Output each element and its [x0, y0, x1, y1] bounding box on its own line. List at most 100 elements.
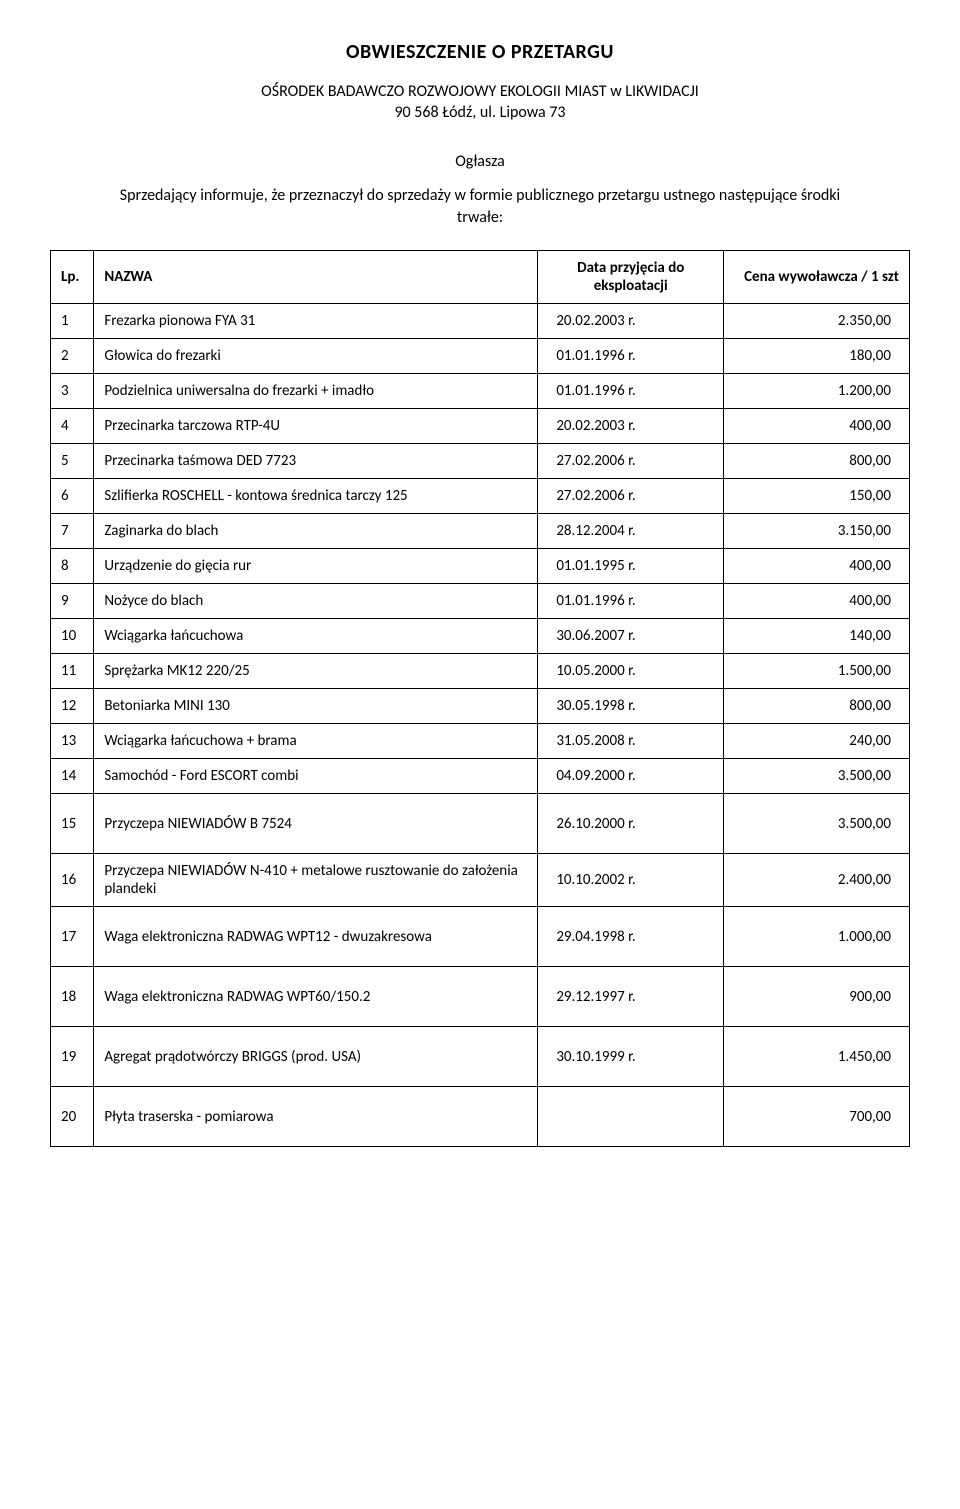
cell-price: 800,00 [724, 444, 910, 479]
cell-lp: 3 [51, 374, 94, 409]
table-row: 3Podzielnica uniwersalna do frezarki + i… [51, 374, 910, 409]
cell-lp: 6 [51, 479, 94, 514]
cell-lp: 8 [51, 549, 94, 584]
cell-date: 20.02.2003 r. [538, 304, 724, 339]
cell-name: Przecinarka tarczowa RTP-4U [94, 409, 538, 444]
table-row: 2Głowica do frezarki01.01.1996 r.180,00 [51, 339, 910, 374]
cell-name: Przyczepa NIEWIADÓW N-410 + metalowe rus… [94, 854, 538, 907]
cell-price: 400,00 [724, 584, 910, 619]
cell-lp: 14 [51, 759, 94, 794]
cell-price: 1.500,00 [724, 654, 910, 689]
cell-name: Nożyce do blach [94, 584, 538, 619]
table-row: 13Wciągarka łańcuchowa + brama31.05.2008… [51, 724, 910, 759]
cell-price: 2.400,00 [724, 854, 910, 907]
cell-lp: 13 [51, 724, 94, 759]
cell-date: 27.02.2006 r. [538, 444, 724, 479]
cell-date: 01.01.1996 r. [538, 584, 724, 619]
cell-price: 240,00 [724, 724, 910, 759]
cell-name: Podzielnica uniwersalna do frezarki + im… [94, 374, 538, 409]
cell-price: 2.350,00 [724, 304, 910, 339]
cell-date [538, 1087, 724, 1147]
cell-name: Przecinarka taśmowa DED 7723 [94, 444, 538, 479]
cell-name: Agregat prądotwórczy BRIGGS (prod. USA) [94, 1027, 538, 1087]
table-row: 9Nożyce do blach01.01.1996 r.400,00 [51, 584, 910, 619]
col-date: Data przyjęcia do eksploatacji [538, 251, 724, 304]
table-row: 14Samochód - Ford ESCORT combi04.09.2000… [51, 759, 910, 794]
table-row: 5Przecinarka taśmowa DED 772327.02.2006 … [51, 444, 910, 479]
table-row: 6Szlifierka ROSCHELL - kontowa średnica … [51, 479, 910, 514]
cell-name: Przyczepa NIEWIADÓW B 7524 [94, 794, 538, 854]
table-row: 4Przecinarka tarczowa RTP-4U20.02.2003 r… [51, 409, 910, 444]
table-row: 20Płyta traserska - pomiarowa 700,00 [51, 1087, 910, 1147]
cell-lp: 19 [51, 1027, 94, 1087]
table-row: 12Betoniarka MINI 13030.05.1998 r.800,00 [51, 689, 910, 724]
cell-date: 10.10.2002 r. [538, 854, 724, 907]
table-row: 19Agregat prądotwórczy BRIGGS (prod. USA… [51, 1027, 910, 1087]
table-row: 17Waga elektroniczna RADWAG WPT12 - dwuz… [51, 907, 910, 967]
table-row: 15Przyczepa NIEWIADÓW B 752426.10.2000 r… [51, 794, 910, 854]
table-row: 16Przyczepa NIEWIADÓW N-410 + metalowe r… [51, 854, 910, 907]
cell-lp: 1 [51, 304, 94, 339]
table-row: 10Wciągarka łańcuchowa30.06.2007 r.140,0… [51, 619, 910, 654]
cell-price: 800,00 [724, 689, 910, 724]
cell-lp: 2 [51, 339, 94, 374]
cell-name: Urządzenie do gięcia rur [94, 549, 538, 584]
cell-name: Sprężarka MK12 220/25 [94, 654, 538, 689]
items-table: Lp. NAZWA Data przyjęcia do eksploatacji… [50, 250, 910, 1147]
cell-lp: 10 [51, 619, 94, 654]
table-row: 7Zaginarka do blach28.12.2004 r.3.150,00 [51, 514, 910, 549]
cell-lp: 15 [51, 794, 94, 854]
cell-name: Frezarka pionowa FYA 31 [94, 304, 538, 339]
col-lp: Lp. [51, 251, 94, 304]
cell-price: 180,00 [724, 339, 910, 374]
cell-lp: 4 [51, 409, 94, 444]
cell-price: 3.500,00 [724, 759, 910, 794]
cell-name: Wciągarka łańcuchowa + brama [94, 724, 538, 759]
table-row: 11Sprężarka MK12 220/2510.05.2000 r.1.50… [51, 654, 910, 689]
intro-paragraph: Sprzedający informuje, że przeznaczył do… [50, 185, 910, 228]
cell-date: 28.12.2004 r. [538, 514, 724, 549]
cell-price: 400,00 [724, 409, 910, 444]
cell-date: 26.10.2000 r. [538, 794, 724, 854]
table-row: 18Waga elektroniczna RADWAG WPT60/150.22… [51, 967, 910, 1027]
cell-date: 27.02.2006 r. [538, 479, 724, 514]
col-name: NAZWA [94, 251, 538, 304]
cell-date: 10.05.2000 r. [538, 654, 724, 689]
cell-price: 700,00 [724, 1087, 910, 1147]
cell-name: Zaginarka do blach [94, 514, 538, 549]
cell-date: 29.04.1998 r. [538, 907, 724, 967]
table-header-row: Lp. NAZWA Data przyjęcia do eksploatacji… [51, 251, 910, 304]
cell-date: 30.05.1998 r. [538, 689, 724, 724]
cell-name: Płyta traserska - pomiarowa [94, 1087, 538, 1147]
cell-date: 01.01.1996 r. [538, 339, 724, 374]
cell-lp: 18 [51, 967, 94, 1027]
cell-lp: 9 [51, 584, 94, 619]
cell-date: 29.12.1997 r. [538, 967, 724, 1027]
org-name: OŚRODEK BADAWCZO ROZWOJOWY EKOLOGII MIAS… [50, 82, 910, 101]
cell-lp: 16 [51, 854, 94, 907]
cell-date: 31.05.2008 r. [538, 724, 724, 759]
cell-name: Waga elektroniczna RADWAG WPT12 - dwuzak… [94, 907, 538, 967]
col-price: Cena wywoławcza / 1 szt [724, 251, 910, 304]
cell-price: 1.000,00 [724, 907, 910, 967]
table-row: 1Frezarka pionowa FYA 3120.02.2003 r.2.3… [51, 304, 910, 339]
cell-lp: 20 [51, 1087, 94, 1147]
cell-date: 20.02.2003 r. [538, 409, 724, 444]
cell-date: 01.01.1995 r. [538, 549, 724, 584]
cell-price: 150,00 [724, 479, 910, 514]
cell-name: Samochód - Ford ESCORT combi [94, 759, 538, 794]
table-body: 1Frezarka pionowa FYA 3120.02.2003 r.2.3… [51, 304, 910, 1147]
intro-block: Ogłasza Sprzedający informuje, że przezn… [50, 152, 910, 228]
cell-price: 3.150,00 [724, 514, 910, 549]
cell-date: 30.10.1999 r. [538, 1027, 724, 1087]
page-title: OBWIESZCZENIE O PRZETARGU [50, 40, 910, 64]
cell-lp: 7 [51, 514, 94, 549]
cell-lp: 5 [51, 444, 94, 479]
cell-price: 400,00 [724, 549, 910, 584]
intro-oglasza: Ogłasza [50, 152, 910, 171]
cell-date: 04.09.2000 r. [538, 759, 724, 794]
cell-price: 900,00 [724, 967, 910, 1027]
cell-lp: 11 [51, 654, 94, 689]
cell-name: Waga elektroniczna RADWAG WPT60/150.2 [94, 967, 538, 1027]
cell-lp: 12 [51, 689, 94, 724]
